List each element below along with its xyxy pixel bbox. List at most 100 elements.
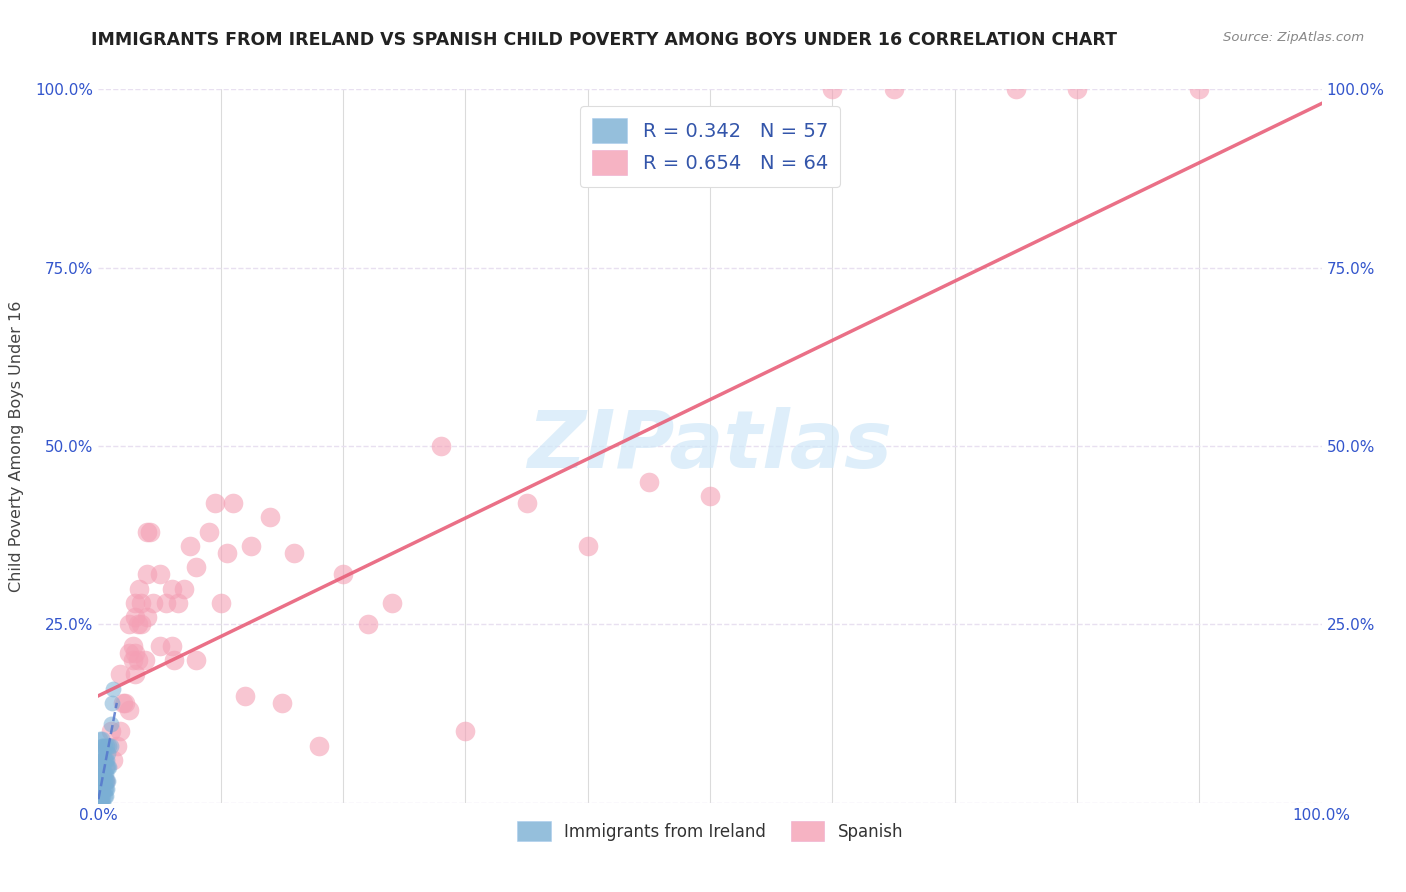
Point (96, 739, 118, 753)
Point (91, 767, 114, 781)
Point (91, 760, 114, 774)
Point (91, 789, 114, 803)
Point (100, 739, 122, 753)
Point (94, 774, 117, 789)
Point (1188, 82, 1211, 96)
Point (142, 596, 165, 610)
Point (98, 739, 121, 753)
Point (91, 746, 114, 760)
Point (283, 546, 305, 560)
Point (114, 696, 136, 710)
Point (259, 510, 281, 524)
Point (124, 646, 146, 660)
Point (93, 781, 115, 796)
Point (155, 596, 177, 610)
Point (127, 617, 149, 632)
Point (121, 653, 143, 667)
Point (160, 639, 183, 653)
Point (136, 524, 159, 539)
Point (91, 739, 114, 753)
Point (96, 781, 118, 796)
Point (101, 753, 124, 767)
Point (127, 653, 149, 667)
Point (94, 781, 117, 796)
Point (576, 539, 599, 553)
Point (110, 667, 132, 681)
Point (308, 739, 330, 753)
Point (89, 796, 111, 810)
Point (163, 653, 186, 667)
Point (637, 475, 661, 489)
Point (94, 753, 117, 767)
Point (139, 524, 162, 539)
Point (883, 82, 905, 96)
Point (105, 739, 128, 753)
Point (89, 760, 111, 774)
Point (118, 646, 141, 660)
Point (90, 781, 112, 796)
Point (118, 703, 141, 717)
Point (173, 582, 195, 596)
Point (101, 681, 124, 696)
Point (240, 539, 263, 553)
Point (111, 696, 134, 710)
Legend: Immigrants from Ireland, Spanish: Immigrants from Ireland, Spanish (510, 814, 910, 848)
Point (91, 731, 114, 746)
Text: IMMIGRANTS FROM IRELAND VS SPANISH CHILD POVERTY AMONG BOYS UNDER 16 CORRELATION: IMMIGRANTS FROM IRELAND VS SPANISH CHILD… (91, 31, 1118, 49)
Point (821, 82, 844, 96)
Point (90, 753, 112, 767)
Point (93, 767, 115, 781)
Point (1066, 82, 1088, 96)
Point (1004, 82, 1026, 96)
Point (91, 753, 114, 767)
Point (97, 746, 120, 760)
Point (91, 796, 114, 810)
Point (332, 567, 354, 582)
Point (270, 696, 294, 710)
Point (96, 760, 118, 774)
Point (381, 596, 404, 610)
Point (96, 753, 118, 767)
Point (149, 639, 172, 653)
Point (90, 774, 112, 789)
Point (89, 746, 111, 760)
Point (91, 789, 114, 803)
Point (89, 781, 111, 796)
Point (149, 567, 172, 582)
Point (179, 539, 201, 553)
Point (699, 489, 721, 503)
Point (124, 610, 146, 624)
Point (197, 524, 219, 539)
Point (121, 639, 143, 653)
Point (128, 582, 150, 596)
Point (91, 774, 114, 789)
Point (91, 781, 114, 796)
Point (91, 767, 114, 781)
Point (204, 496, 226, 510)
Point (90, 767, 112, 781)
Point (94, 767, 117, 781)
Point (215, 546, 238, 560)
Point (430, 439, 453, 453)
Point (90, 796, 112, 810)
Point (136, 567, 159, 582)
Point (91, 739, 114, 753)
Point (94, 789, 117, 803)
Point (98, 760, 121, 774)
Point (110, 724, 132, 739)
Point (356, 617, 378, 632)
Point (160, 582, 183, 596)
Point (129, 596, 152, 610)
Point (97, 760, 120, 774)
Point (222, 496, 245, 510)
Point (97, 774, 120, 789)
Text: ZIPatlas: ZIPatlas (527, 407, 893, 485)
Point (93, 739, 115, 753)
Point (87, 796, 110, 810)
Point (91, 781, 114, 796)
Point (186, 653, 208, 667)
Point (454, 724, 477, 739)
Point (124, 596, 146, 610)
Point (93, 774, 115, 789)
Text: Source: ZipAtlas.com: Source: ZipAtlas.com (1223, 31, 1364, 45)
